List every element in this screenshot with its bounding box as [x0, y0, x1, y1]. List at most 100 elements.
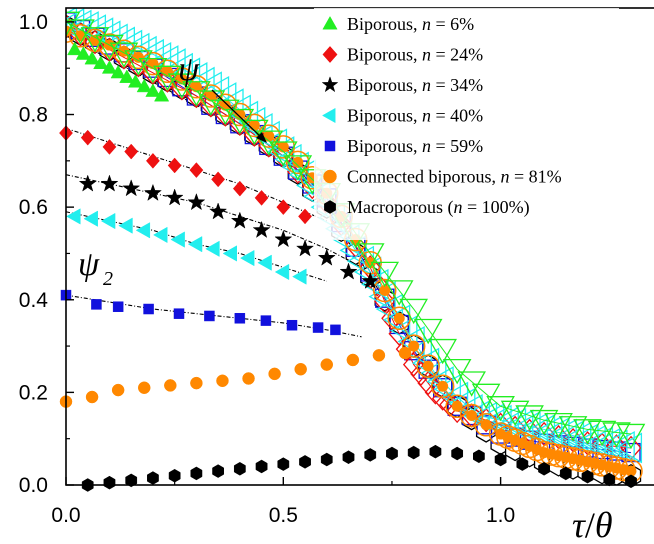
psi-curve-point-core [393, 312, 405, 324]
x-label-slash: / [585, 505, 595, 544]
psi-curve-point [416, 354, 440, 378]
psi2-point [494, 452, 507, 467]
psi-curve-point [373, 289, 396, 314]
y-tick-label: 0.0 [19, 474, 48, 497]
psi-curve-point [66, 8, 78, 38]
legend-entry: Biporous, n = 24% [322, 45, 483, 65]
psi-curve-point [614, 432, 643, 464]
legend-entry: Biporous, n = 40% [322, 106, 483, 126]
psi2-point [581, 469, 594, 484]
psi2-point [538, 462, 550, 476]
psi2-point [294, 362, 307, 376]
psi2-point [187, 192, 206, 211]
legend-marker [323, 169, 337, 184]
psi2-point [145, 83, 161, 97]
psi2-point [372, 349, 386, 362]
psi-curve-point-core [422, 360, 434, 372]
legend-label: Connected biporous, n = 81% [347, 167, 562, 187]
legend-label-value: = 59% [431, 136, 483, 156]
psi-curve-point [109, 42, 139, 68]
psi2-point [364, 448, 377, 462]
psi-curve-point [124, 50, 153, 76]
psi2-point [84, 50, 100, 65]
x-axis-label: τ/θ [572, 505, 613, 544]
y-tick-label: 0.2 [19, 381, 48, 404]
psi-curve-point [500, 400, 530, 427]
psi2-point [100, 212, 116, 230]
legend-label-n: n [453, 197, 462, 217]
psi-curve-point [585, 426, 614, 458]
psi-curve-point [138, 57, 168, 84]
psi-curve-point [462, 400, 490, 431]
legend-label: Macroporous (n = 100%) [347, 197, 530, 218]
psi2-point [298, 208, 312, 225]
legend-label-n: n [422, 136, 431, 156]
psi-curve-point [484, 404, 512, 436]
psi2-point [135, 222, 151, 239]
psi2-point [164, 379, 177, 392]
psi2-point [190, 376, 203, 390]
psi-curve-point [95, 34, 124, 61]
psi2-point [167, 157, 182, 174]
psi2-subscript: 2 [103, 268, 113, 290]
psi2-point [361, 271, 380, 289]
psi-curve-point [254, 130, 284, 156]
psi2-point [230, 211, 249, 229]
legend-marker [324, 200, 336, 214]
psi2-point [187, 236, 203, 253]
psi2-point [170, 231, 185, 248]
legend-entry: Biporous, n = 6% [322, 14, 474, 34]
x-label-theta: θ [595, 505, 613, 544]
psi2-point [143, 183, 162, 201]
annotations: ψ ψ 2 τ/θ [78, 51, 613, 544]
x-tick-label: 0.5 [269, 504, 298, 527]
psi-curve-point-core [408, 340, 420, 352]
psi2-point [252, 220, 271, 238]
psi2-point [317, 248, 336, 266]
psi2-point [101, 60, 118, 74]
psi2-point [143, 303, 154, 315]
psi-curve-point [182, 81, 211, 107]
psi2-point [233, 462, 246, 476]
psi2-point [603, 472, 616, 487]
psi2-point [274, 263, 290, 281]
psi2-series [66, 208, 307, 285]
psi-curve-point [384, 280, 414, 306]
psi2-point [100, 174, 119, 192]
legend-marker [322, 107, 336, 124]
psi-curve-point [486, 396, 515, 422]
x-tick-label: 0.0 [51, 504, 80, 527]
legend-label: Biporous, n = 24% [347, 45, 483, 65]
psi-curve-point-core [234, 109, 246, 121]
psi2-point [204, 310, 215, 322]
psi-curve-point [126, 45, 151, 70]
legend-label: Biporous, n = 6% [347, 14, 474, 34]
psi2-point [320, 358, 334, 371]
psi2-point [254, 189, 269, 206]
legend: Biporous, n = 6% Biporous, n = 24% Biporou… [314, 8, 619, 240]
psi2-series [59, 346, 412, 408]
psi2-point [83, 210, 98, 227]
psi-curve-point [491, 406, 519, 438]
legend-label: Biporous, n = 40% [347, 106, 483, 126]
y-tick-label: 1.0 [19, 11, 48, 34]
psi-curve-point [240, 119, 269, 146]
psi-curve-point [167, 73, 197, 99]
psi2-point [67, 41, 83, 56]
psi2-point [234, 313, 246, 324]
legend-label-name: Connected biporous, [347, 167, 500, 187]
psi-curve-point [225, 108, 255, 135]
legend-label-name: Biporous, [347, 136, 422, 156]
psi-curve-point-core [437, 380, 449, 392]
legend-label-value: = 6% [431, 14, 474, 34]
psi-curve-point-core [480, 419, 492, 431]
x-label-tau: τ [572, 505, 586, 544]
psi2-point [277, 457, 290, 471]
psi2-point [407, 445, 420, 460]
legend-label-n: n [422, 45, 431, 65]
psi2-point [205, 240, 220, 257]
psi2-points [59, 41, 637, 492]
psi2-point [216, 374, 229, 388]
psi-curve-point [387, 306, 411, 331]
psi-curve-point [430, 374, 455, 398]
